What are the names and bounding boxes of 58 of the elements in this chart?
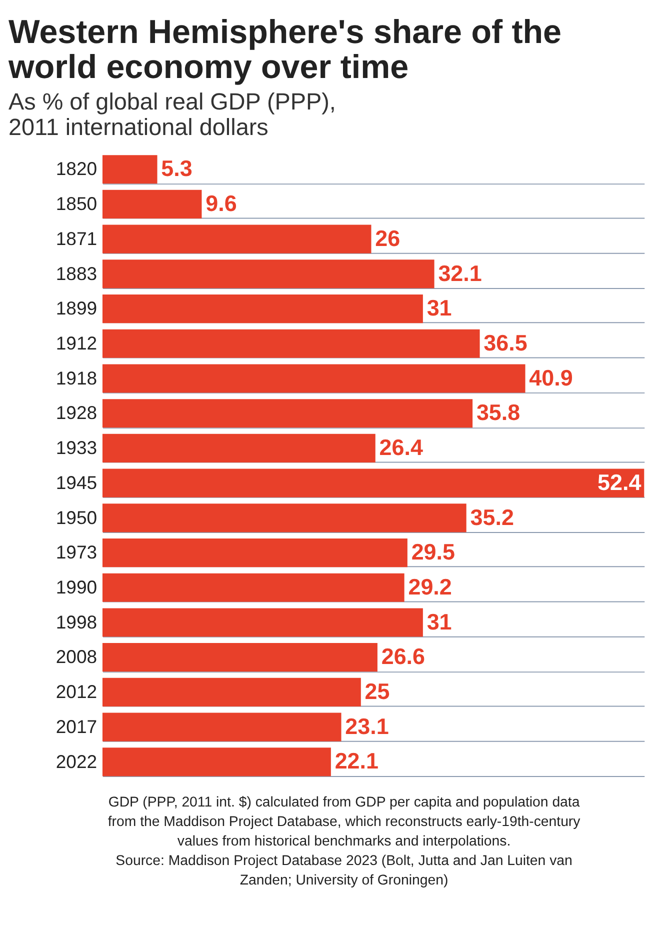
- bar: [102, 504, 466, 532]
- y-tick-label: 1945: [56, 472, 98, 493]
- y-tick-label: 2012: [56, 681, 98, 702]
- data-label: 40.9: [529, 365, 573, 390]
- data-label: 31: [426, 609, 452, 634]
- y-tick-label: 1871: [56, 228, 98, 249]
- y-tick-label: 1973: [56, 542, 98, 563]
- y-tick-label: 1998: [56, 611, 98, 632]
- bar: [102, 399, 473, 428]
- bar: [102, 224, 372, 254]
- y-tick-label: 1928: [56, 402, 98, 424]
- y-tick-label: 1990: [56, 576, 98, 598]
- y-tick-label: 1820: [56, 158, 98, 180]
- y-tick-label: 1850: [56, 193, 98, 214]
- bar: [102, 329, 480, 358]
- bar: [102, 155, 158, 184]
- data-label: 5.3: [161, 156, 192, 182]
- y-tick-label: 1899: [56, 298, 98, 319]
- y-tick-label: 2022: [56, 750, 98, 772]
- bar: [102, 364, 526, 393]
- chart-subtitle: As % of global real GDP (PPP), 2011 international dollars: [8, 88, 336, 140]
- data-label: 29.5: [411, 540, 455, 565]
- data-label: 52.4: [598, 470, 642, 495]
- data-label: 26.6: [381, 644, 426, 670]
- y-tick-label: 1912: [56, 332, 98, 354]
- bar: [102, 608, 423, 637]
- chart-title: Western Hemisphere's share of the world economy over time: [8, 14, 562, 86]
- y-tick-label: 2017: [56, 716, 98, 737]
- bar: [102, 294, 423, 324]
- data-label: 26.4: [379, 435, 424, 460]
- text: GDP (PPP, 2011 int. $) calculated from GDP per capita and population data from the Maddison Project Database, which reconstructs early-19th-century values from historical benchmarks and interpolations.: [108, 793, 582, 848]
- data-label: 32.1: [438, 260, 482, 286]
- data-label: 35.2: [470, 504, 514, 530]
- bar: [102, 260, 434, 288]
- bar: [102, 712, 342, 742]
- data-label: 23.1: [345, 714, 389, 739]
- bar: [102, 748, 331, 776]
- source-note: Source: Maddison Project Database 2023 (Bolt, Jutta and Jan Luiten van Zanden; University of Groningen): [116, 852, 572, 888]
- y-tick-label: 1950: [56, 506, 98, 528]
- data-label: 29.2: [408, 574, 452, 600]
- bar: [102, 643, 378, 672]
- bar: [102, 573, 404, 602]
- data-label: 9.6: [206, 191, 237, 216]
- bar: [102, 190, 202, 219]
- data-label: 25: [364, 679, 390, 704]
- bar: [102, 538, 408, 568]
- data-label: 36.5: [484, 330, 528, 356]
- data-label: 22.1: [334, 748, 379, 774]
- y-tick-label: 1918: [56, 367, 98, 388]
- y-tick-label: 1933: [56, 437, 98, 458]
- bar: [102, 678, 361, 706]
- data-label: 35.8: [476, 400, 520, 426]
- bar: [102, 468, 644, 498]
- data-label: 31: [426, 296, 452, 321]
- y-tick-label: 2008: [56, 646, 98, 668]
- bar: [102, 434, 376, 463]
- data-label: 26: [375, 226, 400, 251]
- y-tick-label: 1883: [56, 262, 98, 284]
